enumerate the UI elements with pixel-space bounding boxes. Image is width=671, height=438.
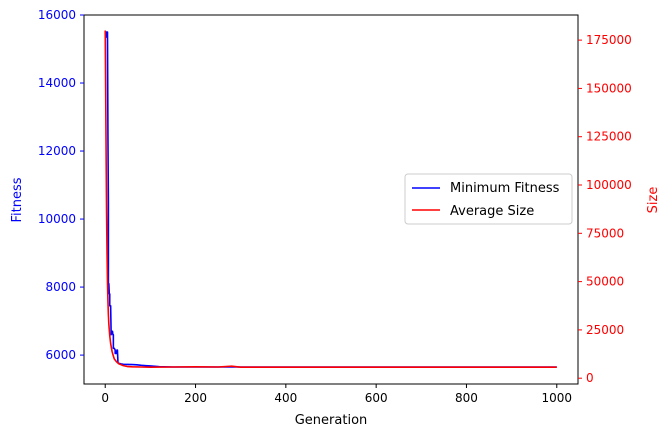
y-axis-label-right: Size	[646, 187, 661, 214]
y-right-tick-label: 25000	[586, 323, 624, 337]
y-left-tick-label: 8000	[45, 280, 76, 294]
x-tick-label: 0	[101, 391, 109, 405]
axes: 0 200 400 600 800 1000 6000 8000 10000 12000 14000…	[38, 8, 632, 405]
y-axis-label-left: Fitness	[10, 177, 25, 222]
x-tick-label: 1000	[542, 391, 573, 405]
x-tick-label: 200	[184, 391, 207, 405]
y-left-tick-label: 14000	[38, 76, 76, 90]
x-tick-label: 800	[455, 391, 478, 405]
y-right-tick-label: 50000	[586, 275, 624, 289]
x-tick-label: 400	[274, 391, 297, 405]
y-right-tick-label: 0	[586, 371, 594, 385]
y-left-tick-label: 10000	[38, 212, 76, 226]
y-left-tick-label: 12000	[38, 144, 76, 158]
legend: Minimum Fitness Average Size	[404, 173, 573, 225]
legend-label-average-size: Average Size	[450, 204, 534, 219]
y-right-tick-label: 125000	[586, 130, 632, 144]
x-tick-label: 600	[365, 391, 388, 405]
plot-lines	[104, 30, 557, 368]
legend-label-minimum-fitness: Minimum Fitness	[450, 181, 560, 196]
series-line-average-size	[104, 30, 557, 368]
y-right-tick-label: 100000	[586, 178, 632, 192]
y-right-tick-label: 150000	[586, 81, 632, 95]
y-left-tick-label: 6000	[45, 348, 76, 362]
y-right-tick-label: 75000	[586, 226, 624, 240]
y-left-tick-label: 16000	[38, 8, 76, 22]
legend-box	[404, 173, 573, 225]
y-right-tick-label: 175000	[586, 33, 632, 47]
x-axis-label: Generation	[295, 413, 368, 428]
plot-frame	[83, 14, 579, 385]
